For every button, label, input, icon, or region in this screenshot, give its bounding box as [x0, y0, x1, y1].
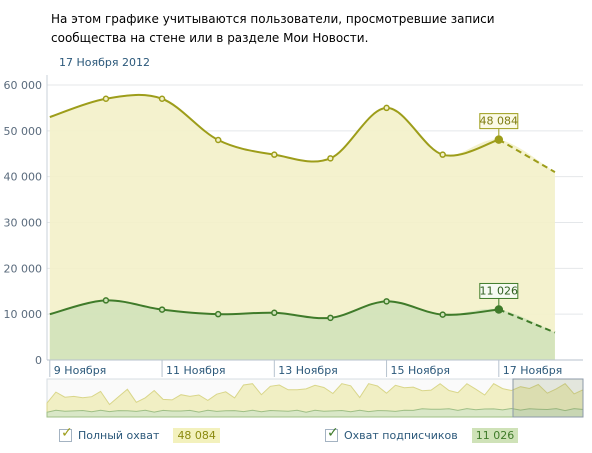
full-reach-label: Полный охват: [78, 428, 160, 442]
y-axis: 0 10 000 20 000 30 000 40 000 50 000 60 000: [4, 75, 48, 367]
data-point: [158, 95, 166, 102]
data-point: [271, 151, 278, 158]
legend-item-subscriber-reach[interactable]: ✓ Охват подписчиков 11 026: [325, 425, 519, 444]
series-area: [49, 94, 555, 361]
y-tick-label: 50 000: [4, 125, 43, 138]
flag-value-label: 48 084: [480, 115, 519, 128]
flag-value-label: 11 026: [480, 284, 519, 297]
x-axis: 9 Ноября 11 Ноября 13 Ноября 15 Ноября 17 Но…: [47, 359, 583, 377]
data-point: [327, 314, 334, 322]
data-point: [383, 298, 390, 305]
series-area: [49, 300, 555, 360]
y-tick-label: 40 000: [4, 171, 43, 184]
range-navigator: [46, 378, 584, 418]
data-point: [271, 309, 278, 317]
x-tick-label: 11 Ноября: [166, 364, 226, 377]
navigator-window: [512, 378, 584, 418]
chart-points: [102, 95, 504, 322]
hover-date: 17 Ноября 2012: [59, 56, 150, 69]
checkmark-icon: ✓: [61, 424, 73, 441]
flag-box: [479, 282, 519, 299]
series-line: [49, 93, 500, 163]
data-point: [102, 297, 110, 304]
subscriber-reach-value: 11 026: [471, 427, 519, 443]
chart-description: На этом графике учитываются пользователи…: [51, 12, 495, 45]
checkmark-icon: ✓: [327, 424, 339, 441]
subscriber-reach-label: Охват подписчиков: [344, 428, 458, 442]
subscriber-reach-checkbox[interactable]: ✓: [325, 425, 339, 442]
legend-item-full-reach[interactable]: ✓ Полный охват 48 084: [59, 425, 220, 444]
data-point: [383, 104, 390, 112]
data-point: [439, 151, 446, 158]
navigator-area-subscribers: [46, 407, 584, 418]
chart-areas: [49, 94, 555, 361]
y-tick-label: 30 000: [4, 217, 43, 230]
data-point: [214, 310, 222, 318]
x-tick-label: 17 Ноября: [503, 364, 563, 377]
full-reach-value: 48 084: [173, 427, 220, 443]
data-point: [102, 95, 110, 102]
y-tick-label: 10 000: [4, 308, 43, 321]
x-tick-label: 9 Ноября: [54, 364, 107, 377]
y-tick-label: 20 000: [4, 262, 43, 275]
x-tick-label: 15 Ноября: [391, 364, 451, 377]
full-reach-checkbox[interactable]: ✓: [59, 425, 73, 442]
value-flags: 48 084 11 026: [479, 113, 519, 310]
x-tick-label: 13 Ноября: [278, 364, 338, 377]
data-point: [214, 136, 222, 144]
y-tick-label: 60 000: [4, 79, 43, 92]
data-point: [439, 311, 446, 318]
flag-box: [479, 113, 519, 130]
data-point: [158, 306, 166, 313]
data-point: [327, 155, 334, 162]
y-tick-label: 0: [35, 354, 42, 367]
